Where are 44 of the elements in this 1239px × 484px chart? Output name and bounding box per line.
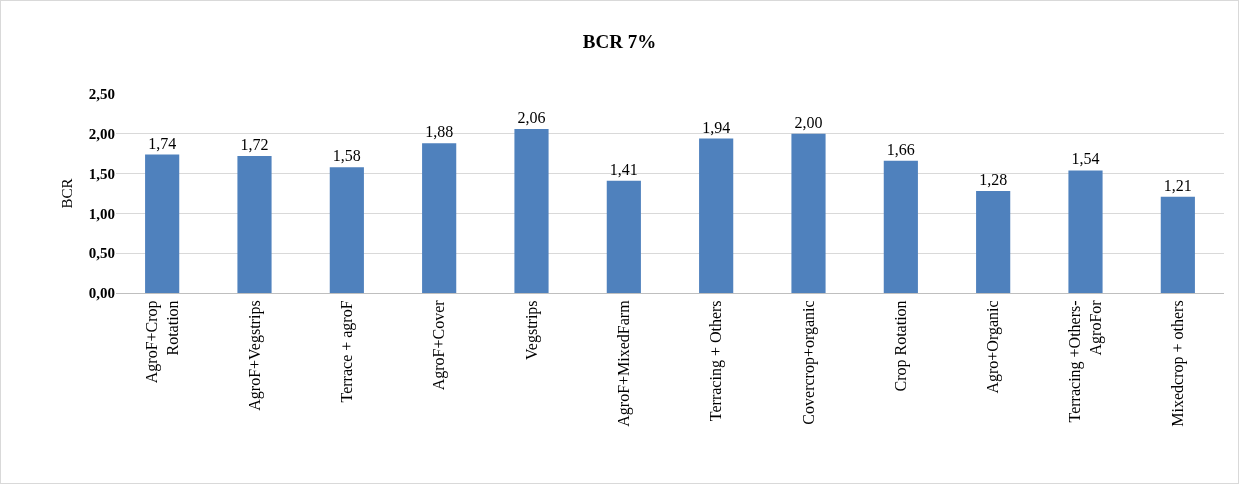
y-tick-label: 0,50 xyxy=(88,245,115,262)
x-tick-label: Agro+Organic xyxy=(984,300,1003,394)
x-tick-label: AgroF+Cover xyxy=(430,299,449,391)
data-label: 1,66 xyxy=(886,140,915,158)
x-tick-label: Terracing + Others xyxy=(707,300,726,422)
x-tick-label: Terrace + agroF xyxy=(338,300,357,403)
y-tick-label: 2,00 xyxy=(88,126,115,143)
bar xyxy=(699,138,734,293)
bar xyxy=(237,156,272,293)
data-label: 1,41 xyxy=(609,160,638,178)
x-tick-label: AgroF+MixedFarm xyxy=(615,299,634,427)
y-tick-label: 2,50 xyxy=(88,86,115,103)
y-tick-label: 1,50 xyxy=(88,165,115,182)
x-tick-label: AgroF+Crop Rotation xyxy=(142,300,181,384)
data-label: 1,94 xyxy=(702,118,731,136)
x-tick-label: Vegstrips xyxy=(522,300,541,360)
bar xyxy=(514,129,549,293)
bar xyxy=(422,143,457,293)
x-tick-label: Mixedcrop + others xyxy=(1169,300,1188,427)
chart-title: BCR 7% xyxy=(582,31,657,53)
y-axis-title: BCR xyxy=(59,178,75,209)
bar xyxy=(883,160,918,293)
bar xyxy=(1160,196,1195,293)
data-label: 2,00 xyxy=(794,113,823,131)
bar xyxy=(329,167,364,293)
bar xyxy=(606,180,641,293)
data-label: 2,06 xyxy=(517,109,546,127)
data-label: 1,28 xyxy=(979,171,1008,189)
bar xyxy=(976,191,1011,293)
x-tick-label: Terracing +Others- AgroFor xyxy=(1066,299,1106,423)
y-tick-label: 0,00 xyxy=(88,285,115,302)
x-tick-label: Covercrop+organic xyxy=(799,300,818,425)
bar xyxy=(791,133,826,293)
data-label: 1,88 xyxy=(425,123,454,141)
data-label: 1,58 xyxy=(332,147,361,165)
x-tick-label: AgroF+Vegstrips xyxy=(245,300,264,411)
bar xyxy=(1068,170,1103,293)
y-tick-label: 1,00 xyxy=(88,205,115,222)
data-label: 1,72 xyxy=(240,136,269,154)
bar xyxy=(145,154,180,293)
data-label: 1,74 xyxy=(148,134,177,152)
data-label: 1,54 xyxy=(1071,150,1100,168)
x-tick-label: Crop Rotation xyxy=(892,300,911,392)
data-label: 1,21 xyxy=(1163,176,1192,194)
